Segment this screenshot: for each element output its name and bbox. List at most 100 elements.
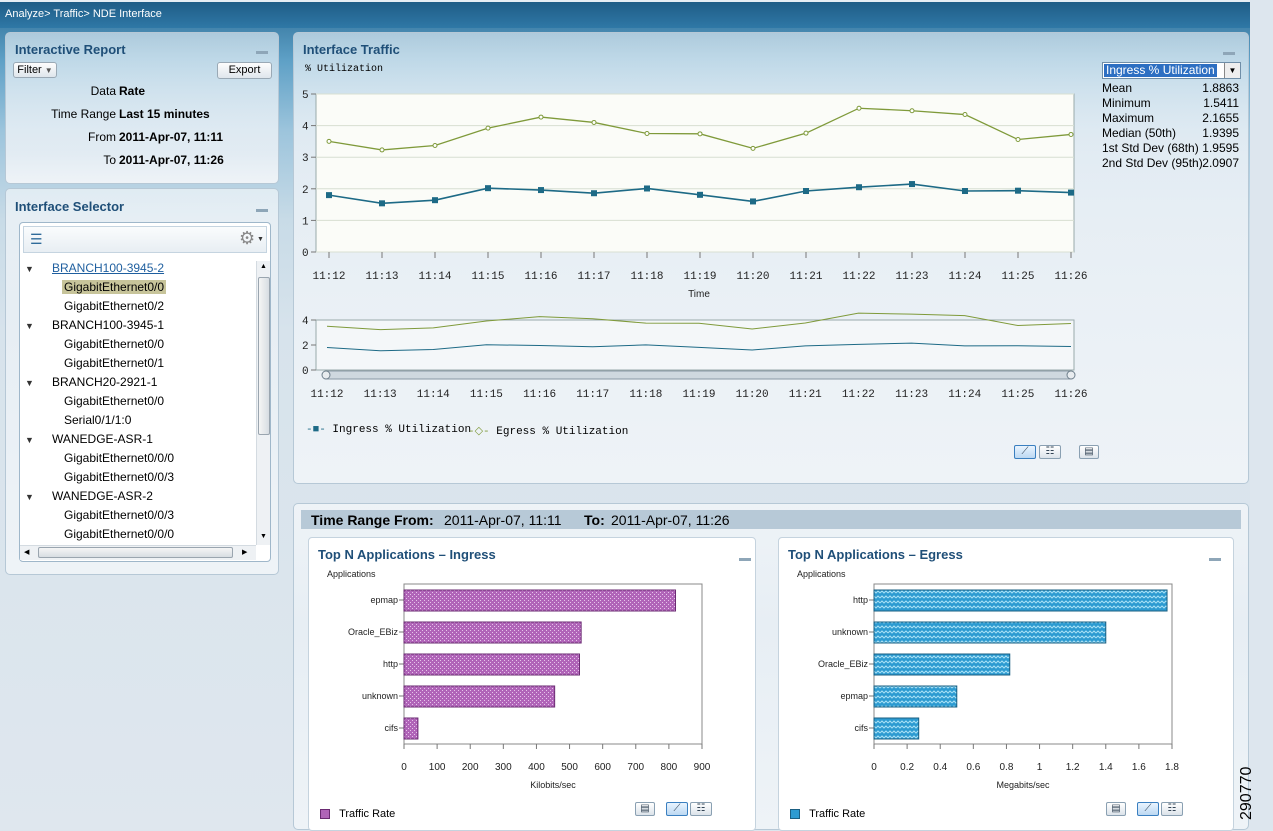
- export-label: Export: [228, 64, 261, 76]
- time-range-bar: Time Range From: 2011-Apr-07, 11:11 To: …: [301, 510, 1241, 529]
- tree-node-label: GigabitEthernet0/0: [64, 337, 165, 351]
- scroll-up-icon[interactable]: ▲: [260, 263, 267, 270]
- filter-label: Filter: [17, 64, 42, 76]
- range-from-label: Time Range From:: [311, 512, 434, 528]
- minimize-icon[interactable]: [739, 558, 751, 561]
- egress-legend-marker-icon: -◇-: [468, 426, 490, 438]
- chart-view-icon[interactable]: ⟋: [1137, 802, 1159, 816]
- minimize-icon[interactable]: [256, 51, 268, 54]
- expand-triangle-icon[interactable]: ▼: [25, 264, 34, 274]
- tree-node-label: GigabitEthernet0/1: [64, 356, 165, 370]
- ingress-legend-label: Traffic Rate: [339, 808, 396, 820]
- export-doc-icon[interactable]: ▤: [635, 802, 655, 816]
- tree-node-label: BRANCH20-2921-1: [52, 375, 158, 389]
- stat-label: 1st Std Dev (68th): [1102, 141, 1199, 155]
- stat-label: Minimum: [1102, 96, 1151, 110]
- y-axis-title: % Utilization: [305, 64, 384, 75]
- chevron-down-icon: ▼: [44, 66, 53, 75]
- stat-value: 1.5411: [1203, 96, 1239, 110]
- breadcrumb[interactable]: Analyze> Traffic> NDE Interface: [5, 8, 162, 20]
- hscroll-thumb[interactable]: [38, 547, 233, 558]
- tree-node-label: GigabitEthernet0/0/0: [64, 527, 175, 541]
- expand-triangle-icon[interactable]: ▼: [25, 435, 34, 445]
- traffic-rate-swatch-icon: [320, 809, 330, 820]
- tree-node-label: GigabitEthernet0/0: [64, 394, 165, 408]
- table-view-icon[interactable]: ☷: [1039, 445, 1061, 459]
- scroll-left-icon[interactable]: ◀: [24, 549, 30, 556]
- interface-traffic-panel: Interface Traffic % Utilization Ingress …: [293, 32, 1249, 484]
- export-button[interactable]: Export: [217, 62, 272, 79]
- stat-value: 2.1655: [1202, 111, 1239, 125]
- tree-node-label: GigabitEthernet0/0/3: [64, 470, 175, 484]
- from-value: 2011-Apr-07, 11:11: [119, 130, 224, 144]
- chart-view-icon[interactable]: ⟋: [666, 802, 688, 816]
- filter-dropdown[interactable]: Filter ▼: [13, 62, 57, 78]
- export-doc-icon[interactable]: ▤: [1106, 802, 1126, 816]
- stat-value: 2.0907: [1202, 156, 1239, 170]
- from-label: From: [88, 130, 116, 144]
- egress-legend-label: Traffic Rate: [809, 808, 866, 820]
- filter-list-icon[interactable]: ☰: [30, 231, 43, 247]
- chevron-down-icon[interactable]: ▼: [1224, 63, 1240, 78]
- metric-dropdown[interactable]: Ingress % Utilization ▼: [1102, 62, 1241, 79]
- tree-node-label: GigabitEthernet0/0: [62, 280, 167, 294]
- expand-triangle-icon[interactable]: ▼: [25, 378, 34, 388]
- time-range-label: Time Range: [51, 107, 116, 121]
- top-bar: Analyze> Traffic> NDE Interface: [0, 0, 1250, 28]
- range-from-value: 2011-Apr-07, 11:11: [444, 512, 562, 528]
- expand-triangle-icon[interactable]: ▼: [25, 321, 34, 331]
- report-title: Interactive Report: [15, 42, 126, 57]
- tree-node-label: GigabitEthernet0/0/0: [64, 451, 175, 465]
- egress-legend: Traffic Rate: [790, 808, 865, 820]
- to-value: 2011-Apr-07, 11:26: [119, 153, 224, 167]
- egress-title: Top N Applications – Egress: [788, 547, 963, 562]
- time-range-value: Last 15 minutes: [119, 107, 210, 121]
- legend-ingress-label: Ingress % Utilization: [332, 424, 472, 436]
- interactive-report-panel: Interactive Report Filter ▼ Export Data …: [5, 32, 279, 184]
- stat-value: 1.8863: [1202, 81, 1239, 95]
- traffic-title: Interface Traffic: [303, 42, 400, 57]
- tree-node-label: WANEDGE-ASR-2: [52, 489, 153, 503]
- stat-value: 1.9395: [1202, 126, 1239, 140]
- legend-ingress: -■- Ingress % Utilization: [306, 424, 471, 436]
- tree-node-label: Serial0/1/1:0: [64, 413, 132, 427]
- scrollbar-thumb[interactable]: [258, 277, 270, 435]
- legend-egress: -◇- Egress % Utilization: [468, 424, 628, 438]
- tree-node-label: GigabitEthernet0/0/3: [64, 508, 175, 522]
- ingress-legend: Traffic Rate: [320, 808, 395, 820]
- minimize-icon[interactable]: [1223, 52, 1235, 55]
- data-label: Data: [90, 84, 116, 98]
- stat-label: Mean: [1102, 81, 1133, 95]
- tree-node-label: BRANCH100-3945-2: [52, 261, 165, 275]
- chevron-down-icon[interactable]: ▼: [257, 236, 264, 243]
- scroll-right-icon[interactable]: ▶: [242, 549, 248, 556]
- ingress-title: Top N Applications – Ingress: [318, 547, 496, 562]
- tree-node-label: WANEDGE-ASR-1: [52, 432, 153, 446]
- minimize-icon[interactable]: [1209, 558, 1221, 561]
- metric-dropdown-value: Ingress % Utilization: [1104, 63, 1217, 77]
- table-view-icon[interactable]: ☷: [1161, 802, 1183, 816]
- table-view-icon[interactable]: ☷: [690, 802, 712, 816]
- selector-box: ☰ ⚙ ▼ ▼ BRANCH100-3945-2 GigabitEthernet0/…: [19, 222, 271, 562]
- selector-toolbar: ☰ ⚙ ▼: [23, 226, 267, 253]
- stat-label: Maximum: [1102, 111, 1155, 125]
- export-doc-icon[interactable]: ▤: [1079, 445, 1099, 459]
- tree-node-label: BRANCH100-3945-1: [52, 318, 165, 332]
- scroll-down-icon[interactable]: ▼: [260, 533, 267, 540]
- ingress-subpanel: Top N Applications – Ingress: [308, 537, 756, 831]
- data-value: Rate: [119, 84, 146, 98]
- figure-id: 290770: [1238, 766, 1255, 820]
- egress-subpanel: Top N Applications – Egress: [778, 537, 1234, 831]
- minimize-icon[interactable]: [256, 209, 268, 212]
- tree-node-label: GigabitEthernet0/2: [64, 299, 165, 313]
- gear-icon[interactable]: ⚙: [239, 228, 256, 248]
- stat-value: 1.9595: [1202, 141, 1239, 155]
- horizontal-scrollbar[interactable]: ◀ ▶: [20, 545, 256, 560]
- vertical-scrollbar[interactable]: ▲ ▼: [256, 261, 270, 545]
- legend-egress-label: Egress % Utilization: [496, 426, 629, 438]
- selector-title: Interface Selector: [15, 199, 125, 214]
- expand-triangle-icon[interactable]: ▼: [25, 492, 34, 502]
- interface-selector-panel: Interface Selector ☰ ⚙ ▼ ▼ BRANCH100-3945…: [5, 188, 279, 575]
- top-applications-panel: Time Range From: 2011-Apr-07, 11:11 To: …: [293, 503, 1249, 831]
- chart-view-icon[interactable]: ⟋: [1014, 445, 1036, 459]
